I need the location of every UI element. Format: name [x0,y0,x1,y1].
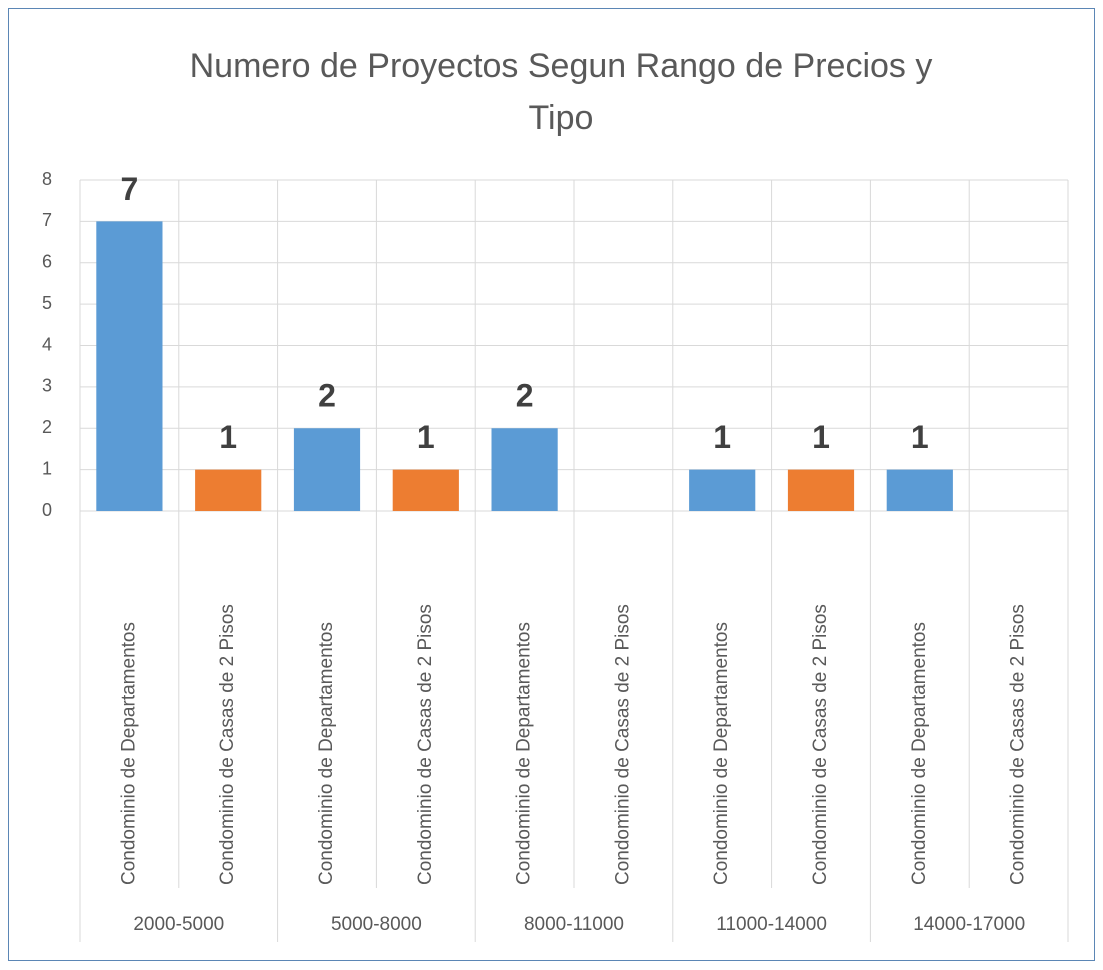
data-label: 1 [417,419,435,455]
x-tick-label: Condominio de Casas de 2 Pisos [810,604,831,885]
bar [689,469,756,511]
group-label: 14000-17000 [913,914,1025,935]
data-label: 2 [318,378,336,414]
bar [886,469,953,511]
bar [392,469,459,511]
chart-border [8,8,1095,961]
group-label: 5000-8000 [331,914,422,935]
data-label: 7 [121,171,139,207]
chart-title: Numero de Proyectos Segun Rango de Preci… [189,47,933,137]
bar [491,428,558,511]
y-tick-label: 3 [42,376,52,396]
data-label: 1 [812,419,830,455]
bar [96,221,163,511]
group-label: 8000-11000 [524,914,624,935]
y-tick-label: 8 [42,169,52,189]
x-tick-label: Condominio de Departamentos [316,622,337,885]
y-tick-label: 1 [42,458,52,478]
x-tick-label: Condominio de Departamentos [118,622,139,885]
y-tick-label: 4 [42,334,52,354]
x-tick-label: Condominio de Casas de 2 Pisos [1008,604,1029,885]
y-tick-label: 6 [42,252,52,272]
bar [293,428,361,511]
data-label: 2 [516,378,534,414]
group-label: 11000-14000 [716,914,827,935]
y-tick-label: 5 [42,293,52,313]
x-tick-label: Condominio de Casas de 2 Pisos [612,604,633,885]
bar [195,469,262,511]
x-tick-label: Condominio de Departamentos [514,622,535,885]
data-label: 1 [713,419,731,455]
x-tick-label: Condominio de Casas de 2 Pisos [217,604,238,885]
x-tick-label: Condominio de Casas de 2 Pisos [415,604,436,885]
y-tick-label: 2 [42,417,52,437]
group-label: 2000-5000 [133,914,224,935]
x-tick-label: Condominio de Departamentos [711,622,732,885]
bar [787,469,855,511]
x-tick-label: Condominio de Departamentos [909,622,930,885]
y-tick-label: 7 [42,210,52,230]
y-tick-label: 0 [42,500,52,520]
data-label: 1 [911,419,929,455]
data-label: 1 [219,419,237,455]
